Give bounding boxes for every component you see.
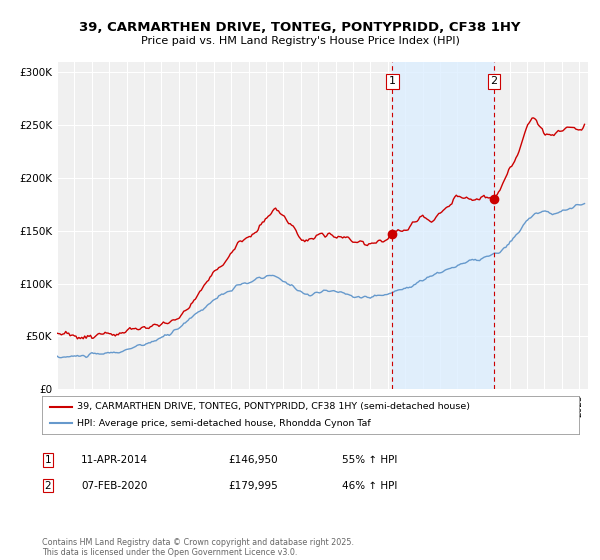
Text: 2: 2 — [44, 480, 52, 491]
Text: 11-APR-2014: 11-APR-2014 — [81, 455, 148, 465]
Text: 39, CARMARTHEN DRIVE, TONTEG, PONTYPRIDD, CF38 1HY: 39, CARMARTHEN DRIVE, TONTEG, PONTYPRIDD… — [79, 21, 521, 34]
Text: 2: 2 — [490, 76, 497, 86]
Text: Contains HM Land Registry data © Crown copyright and database right 2025.
This d: Contains HM Land Registry data © Crown c… — [42, 538, 354, 557]
Text: 1: 1 — [389, 76, 396, 86]
Text: 39, CARMARTHEN DRIVE, TONTEG, PONTYPRIDD, CF38 1HY (semi-detached house): 39, CARMARTHEN DRIVE, TONTEG, PONTYPRIDD… — [77, 402, 470, 411]
Text: £179,995: £179,995 — [228, 480, 278, 491]
Text: 1: 1 — [44, 455, 52, 465]
Text: 46% ↑ HPI: 46% ↑ HPI — [342, 480, 397, 491]
Bar — [392, 62, 494, 389]
Text: 07-FEB-2020: 07-FEB-2020 — [81, 480, 148, 491]
Text: HPI: Average price, semi-detached house, Rhondda Cynon Taf: HPI: Average price, semi-detached house,… — [77, 419, 371, 428]
Text: Price paid vs. HM Land Registry's House Price Index (HPI): Price paid vs. HM Land Registry's House … — [140, 36, 460, 46]
Text: £146,950: £146,950 — [228, 455, 278, 465]
Text: 55% ↑ HPI: 55% ↑ HPI — [342, 455, 397, 465]
